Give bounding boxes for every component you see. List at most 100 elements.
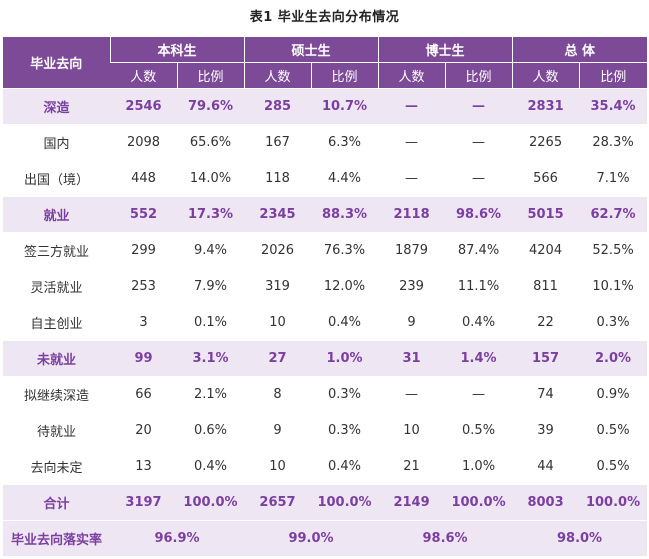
count-cell: 10 [244,304,312,341]
count-cell: 31 [378,340,446,377]
table-body: 深造 2546 79.6% 285 10.7% — —2831 35.4% 国内 2098 65.6… [3,88,648,557]
ratio-cell: 9.4% [177,232,245,269]
ratio-cell: 4.4% [311,160,379,197]
count-cell: 811 [512,268,580,305]
count-cell: 8003 [512,484,580,521]
count-cell: 167 [244,124,312,161]
ratio-cell: 0.4% [177,448,245,485]
ratio-cell: 11.1% [445,268,513,305]
count-cell: 2831 [512,88,580,125]
row-label: 合计 [3,484,110,521]
count-cell: — [378,88,446,125]
subcategory-row: 出国（境） 448 14.0% 118 4.4% — —566 7.1% [3,160,648,197]
count-cell: 319 [244,268,312,305]
count-cell: 299 [110,232,177,269]
ratio-cell: 35.4% [579,88,648,125]
row-label: 去向未定 [3,448,110,485]
count-cell: 21 [378,448,446,485]
count-cell: 2098 [110,124,177,161]
ratio-cell: 52.5% [579,232,648,269]
ratio-cell: 14.0% [177,160,245,197]
total-row: 合计 3197 100.0% 2657 100.0% 2149 100.0% 8003 100.… [3,484,648,521]
count-cell: 2345 [244,196,312,233]
subcategory-row: 拟继续深造 66 2.1% 8 0.3% — —74 0.9% [3,376,648,413]
ratio-cell: 0.4% [311,304,379,341]
header-ratio: 比例 [310,62,379,89]
graduate-destination-table: 毕业去向 本科生 硕士生 博士生 总 体 人数 比例 人数 比例 人数 比例 人… [3,37,648,557]
ratio-cell: 0.3% [579,304,648,341]
ratio-cell: 88.3% [311,196,379,233]
row-label: 出国（境） [3,160,110,197]
header-row-groups: 毕业去向 本科生 硕士生 博士生 总 体 [3,37,648,89]
ratio-cell: 0.6% [177,412,245,449]
row-label: 国内 [3,124,110,161]
ratio-cell: 12.0% [311,268,379,305]
ratio-cell: 2.1% [177,376,245,413]
placement-rate-master: 99.0% [244,520,379,557]
ratio-cell: 100.0% [177,484,245,521]
ratio-cell: 3.1% [177,340,245,377]
count-cell: — [378,124,446,161]
header-ratio: 比例 [176,62,245,89]
ratio-cell: — [445,88,513,125]
count-cell: 3 [110,304,177,341]
ratio-cell: 17.3% [177,196,245,233]
table-caption: 表1 毕业生去向分布情况 [249,10,400,25]
ratio-cell: 0.5% [445,412,513,449]
count-cell: 2026 [244,232,312,269]
count-cell: 39 [512,412,580,449]
ratio-cell: 100.0% [445,484,513,521]
ratio-cell: 76.3% [311,232,379,269]
count-cell: 10 [244,448,312,485]
count-cell: 13 [110,448,177,485]
ratio-cell: 100.0% [579,484,648,521]
ratio-cell: 98.6% [445,196,513,233]
count-cell: 2118 [378,196,446,233]
placement-rate-doctor: 98.6% [378,520,513,557]
subcategory-row: 自主创业 3 0.1% 10 0.4% 9 0.4% 22 0.3% [3,304,648,341]
subcategory-row: 国内 2098 65.6% 167 6.3% — —2265 28.3% [3,124,648,161]
row-label: 灵活就业 [3,268,110,305]
ratio-cell: 10.1% [579,268,648,305]
ratio-cell: 1.4% [445,340,513,377]
count-cell: 285 [244,88,312,125]
ratio-cell: 1.0% [311,340,379,377]
count-cell: 3197 [110,484,177,521]
count-cell: 2265 [512,124,580,161]
ratio-cell: 2.0% [579,340,648,377]
ratio-cell: 0.3% [311,412,379,449]
count-cell: 22 [512,304,580,341]
header-ratio: 比例 [444,62,513,89]
header-ratio: 比例 [578,62,648,89]
header-count: 人数 [377,62,446,89]
ratio-cell: 65.6% [177,124,245,161]
count-cell: 9 [378,304,446,341]
subcategory-row: 待就业 20 0.6% 9 0.3% 10 0.5% 39 0.5% [3,412,648,449]
count-cell: — [378,376,446,413]
header-count: 人数 [511,62,580,89]
count-cell: 27 [244,340,312,377]
count-cell: 118 [244,160,312,197]
ratio-cell: 0.4% [445,304,513,341]
ratio-cell: 100.0% [311,484,379,521]
row-label: 就业 [3,196,110,233]
count-cell: 2149 [378,484,446,521]
count-cell: 448 [110,160,177,197]
ratio-cell: — [445,160,513,197]
subcategory-row: 灵活就业 253 7.9% 319 12.0% 239 11.1% 811 10.1% [3,268,648,305]
count-cell: 239 [378,268,446,305]
count-cell: 1879 [378,232,446,269]
ratio-cell: 87.4% [445,232,513,269]
row-label: 深造 [3,88,110,125]
ratio-cell: — [445,376,513,413]
placement-rate-label: 毕业去向落实率 [3,520,110,557]
placement-rate-overall: 98.0% [512,520,648,557]
count-cell: 157 [512,340,580,377]
ratio-cell: 0.9% [579,376,648,413]
ratio-cell: — [445,124,513,161]
count-cell: 566 [512,160,580,197]
placement-rate-undergrad: 96.9% [110,520,245,557]
ratio-cell: 79.6% [177,88,245,125]
ratio-cell: 7.1% [579,160,648,197]
placement-rate-row: 毕业去向落实率 96.9% 99.0% 98.6% 98.0% [3,520,648,557]
